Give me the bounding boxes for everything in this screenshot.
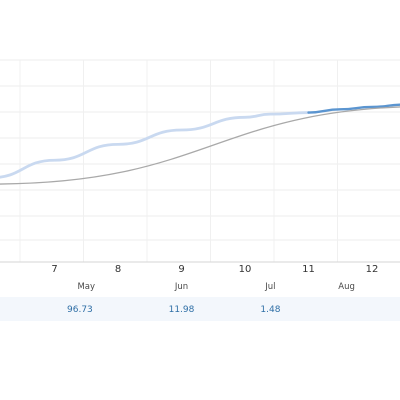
x-tick-label: 8 — [115, 264, 121, 275]
series-layer — [0, 103, 400, 185]
value-label: 1.48 — [260, 305, 280, 315]
month-label: May — [77, 282, 95, 292]
series-line-light-blue — [0, 111, 310, 179]
month-label: Aug — [338, 282, 355, 292]
x-tick-label: 12 — [366, 264, 379, 275]
series-line-blue — [307, 103, 400, 114]
grid-layer — [0, 59, 400, 263]
x-tick-label: 11 — [302, 264, 315, 275]
x-axis: 7 8 9 10 11 12 — [51, 264, 378, 275]
month-label: Jul — [264, 282, 275, 292]
month-axis: May Jun Jul Aug — [77, 282, 354, 292]
value-label: 96.73 — [67, 305, 93, 315]
month-label: Jun — [174, 282, 188, 292]
x-tick-label: 9 — [178, 264, 184, 275]
value-row: 96.73 11.98 1.48 — [0, 297, 400, 321]
value-label: 11.98 — [169, 305, 195, 315]
x-tick-label: 10 — [239, 264, 252, 275]
value-row-background — [0, 297, 400, 321]
x-tick-label: 7 — [51, 264, 57, 275]
series-line-gray-trend — [0, 106, 400, 185]
